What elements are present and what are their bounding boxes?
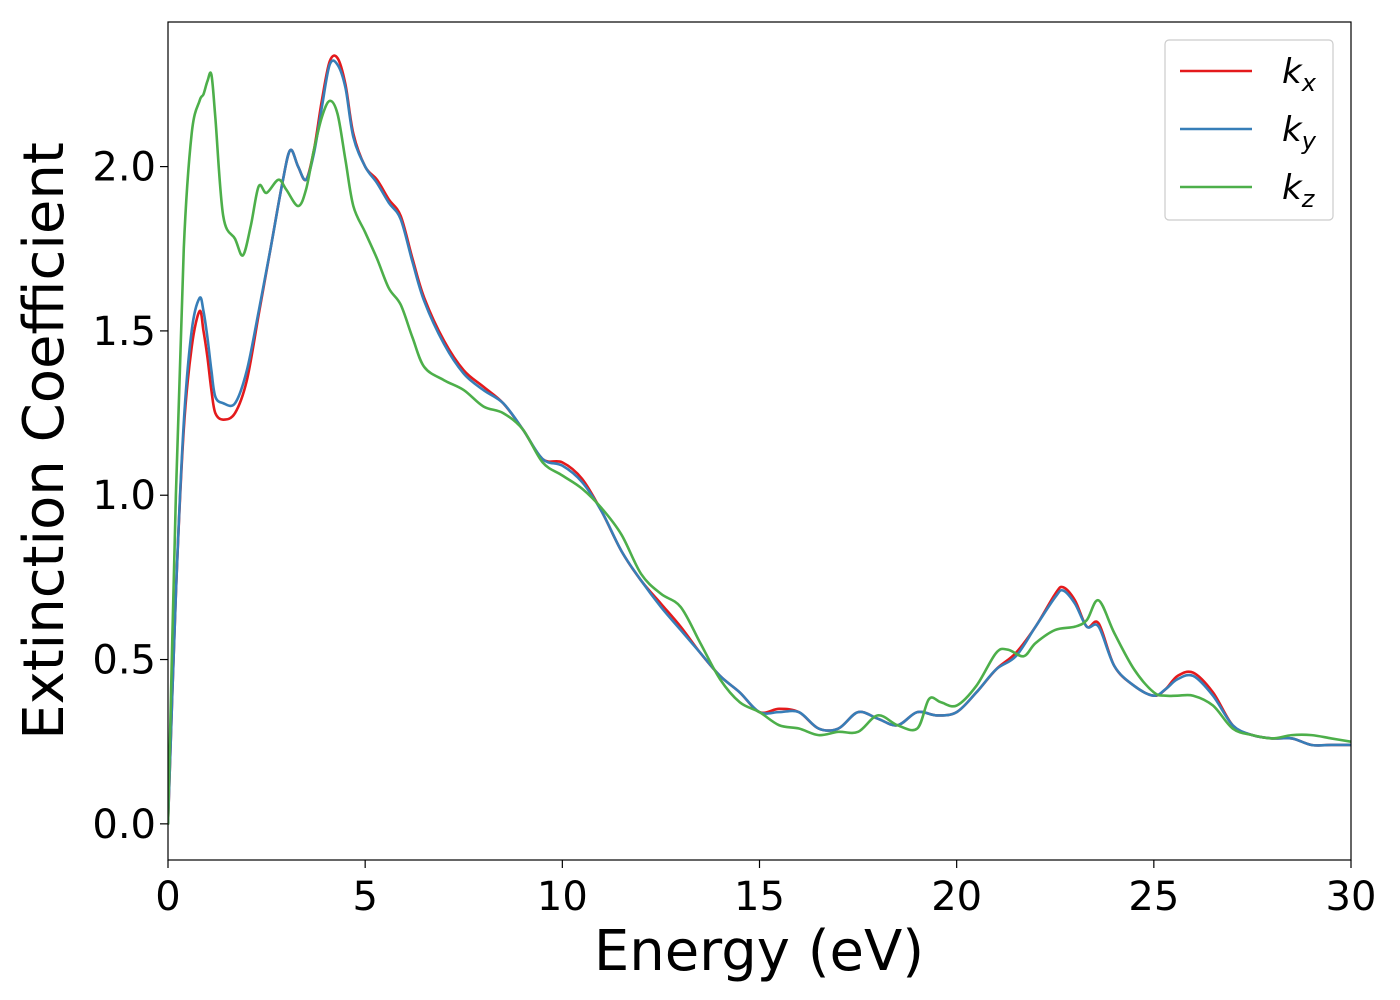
legend-label-base: k: [1282, 52, 1303, 92]
legend-label-kx: kx: [1282, 52, 1317, 97]
y-tick-label: 0.0: [92, 802, 156, 848]
x-tick-label: 0: [155, 874, 180, 920]
legend-label-subscript: z: [1301, 185, 1316, 213]
series-line-kz: [168, 71, 1351, 826]
x-tick-label: 25: [1128, 874, 1179, 920]
legend-label-subscript: y: [1301, 127, 1317, 155]
y-tick-label: 1.0: [92, 473, 156, 519]
legend-label-base: k: [1282, 168, 1303, 208]
legend-label-subscript: x: [1301, 69, 1317, 97]
series-layer: [168, 54, 1351, 826]
x-tick-label: 20: [931, 874, 982, 920]
y-axis-title: Extinction Coefficient: [12, 142, 77, 740]
x-axis-ticks: 0 5 10 15 20 25 30: [155, 860, 1376, 920]
legend-label-kz: kz: [1282, 168, 1316, 213]
x-tick-label: 10: [537, 874, 588, 920]
legend-label-base: k: [1282, 110, 1303, 150]
x-tick-label: 30: [1326, 874, 1377, 920]
x-tick-label: 5: [352, 874, 377, 920]
x-axis-title: Energy (eV): [594, 919, 924, 984]
y-axis-ticks: 0.0 0.5 1.0 1.5 2.0: [92, 145, 168, 848]
legend-label-ky: ky: [1282, 110, 1317, 155]
y-tick-label: 0.5: [92, 638, 156, 684]
y-tick-label: 1.5: [92, 309, 156, 355]
x-tick-label: 15: [734, 874, 785, 920]
y-tick-label: 2.0: [92, 145, 156, 191]
series-line-ky: [168, 59, 1351, 826]
